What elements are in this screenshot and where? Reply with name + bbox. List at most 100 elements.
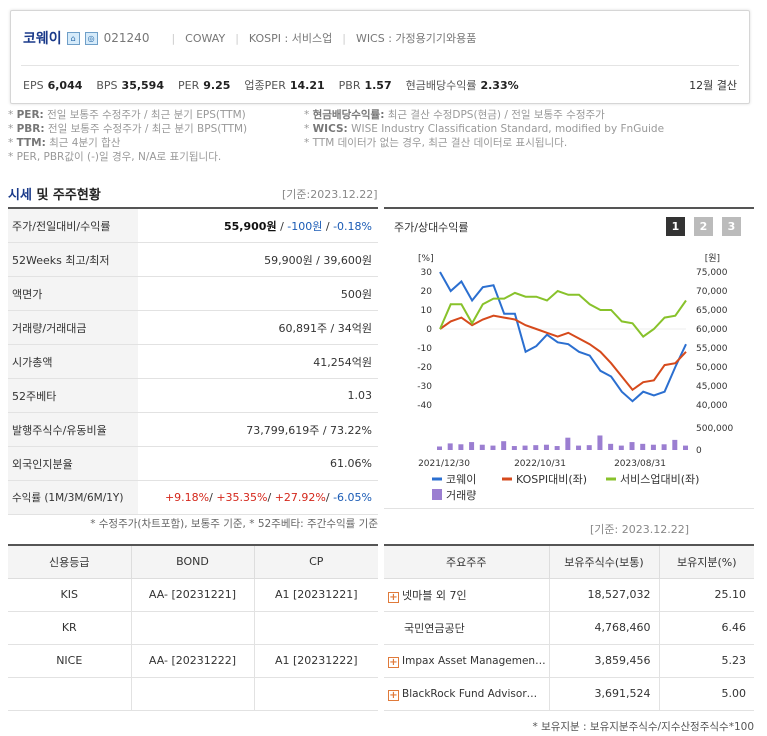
- shareholder-pct: 6.46: [658, 611, 754, 645]
- left-tick-label: 20: [421, 287, 433, 297]
- series-line-2: [439, 289, 687, 338]
- credit-header-rating: 신용등급: [8, 545, 131, 579]
- return-3m: +35.35%: [216, 491, 268, 504]
- volume-bar: [683, 445, 688, 450]
- expand-icon[interactable]: +: [388, 689, 399, 701]
- table-row: + Impax Asset Managemen… 3,859,456 5.23: [384, 644, 754, 678]
- quote-note: * 수정주가(차트포함), 보통주 기준, * 52주베타: 주간수익률 기준: [90, 518, 378, 530]
- right-tick-label: 60,000: [696, 325, 728, 335]
- volume-bar: [608, 443, 614, 450]
- volume-bar: [458, 444, 464, 450]
- volume-bar: [554, 446, 560, 450]
- quote-table: 주가/전일대비/수익률 55,900원 / -100원 / -0.18% 52W…: [8, 207, 378, 515]
- shareholder-name: 국민연금공단: [384, 611, 549, 645]
- shareholder-shares: 18,527,032: [548, 578, 659, 612]
- table-row: 액면가 500원: [8, 277, 378, 311]
- shareholder-name: + Impax Asset Managemen…: [384, 644, 549, 678]
- table-row: [8, 677, 378, 711]
- volume-tick-label: 500,000: [696, 424, 733, 434]
- chart-page-1-button[interactable]: 1: [666, 217, 685, 236]
- metric-bps-label: BPS: [96, 78, 118, 92]
- note-wics-key: WICS:: [312, 123, 348, 135]
- row-label: 외국인지분율: [8, 447, 138, 480]
- section-date: [기준:2023.12.22]: [282, 188, 378, 201]
- volume-bar: [490, 445, 496, 450]
- right-axis-unit: [원]: [705, 253, 720, 264]
- market-info: KOSPI : 서비스업: [248, 32, 333, 45]
- divider: |: [171, 31, 176, 45]
- volume-bar: [586, 445, 592, 450]
- volume-tick-label: 0: [696, 446, 702, 456]
- metric-eps-value: 6,044: [47, 78, 83, 92]
- divider: |: [342, 31, 346, 45]
- credit-bond: AA- [20231221]: [130, 578, 254, 612]
- legend-label: 코웨이: [446, 473, 476, 486]
- volume-bar: [447, 443, 453, 450]
- left-tick-label: -10: [417, 344, 432, 354]
- table-row: 주가/전일대비/수익률 55,900원 / -100원 / -0.18%: [8, 209, 378, 243]
- price-change: -100원: [287, 219, 323, 233]
- left-tick-label: -30: [417, 382, 432, 392]
- share-header-pct: 보유지분(%): [658, 545, 754, 579]
- shareholder-shares: 4,768,460: [548, 611, 659, 645]
- credit-agency: KIS: [8, 578, 131, 612]
- credit-bond: [130, 677, 254, 711]
- metric-notes: * PER: 전일 보통주 수정주가 / 최근 분기 EPS(TTM) * 현금…: [8, 109, 665, 163]
- metric-per-value: 9.25: [203, 78, 231, 92]
- ir-icon[interactable]: ◎: [84, 31, 98, 45]
- expand-icon[interactable]: +: [388, 656, 399, 668]
- row-label: 거래량/거래대금: [8, 311, 138, 344]
- expand-icon[interactable]: +: [388, 591, 399, 603]
- section-title-blue: 시세: [8, 188, 32, 203]
- shareholder-name: + BlackRock Fund Advisor…: [384, 677, 549, 711]
- shareholder-shares: 3,691,524: [548, 677, 659, 711]
- volume-bar: [672, 439, 678, 450]
- home-icon[interactable]: ⌂: [66, 31, 80, 45]
- volume-bar: [522, 445, 528, 450]
- shareholder-name-text: Impax Asset Managemen…: [402, 654, 546, 667]
- x-tick-label: 2023/08/31: [614, 459, 666, 469]
- table-row: KR: [8, 611, 378, 645]
- metric-dividend-label: 현금배당수익률: [405, 79, 477, 92]
- right-tick-label: 65,000: [696, 306, 728, 316]
- right-tick-label: 70,000: [696, 287, 728, 297]
- note-div: 최근 결산 수정DPS(현금) / 전일 보통주 수정주가: [384, 109, 605, 121]
- header-divider: [21, 65, 739, 66]
- credit-cp: [253, 611, 378, 645]
- shareholder-pct: 25.10: [658, 578, 754, 612]
- shareholder-pct: 5.23: [658, 644, 754, 678]
- volume-bar: [618, 445, 624, 450]
- shareholder-name-text: 넷마블 외 7인: [402, 588, 467, 602]
- volume-bar: [533, 445, 539, 450]
- volume-bar: [511, 446, 517, 450]
- shareholder-name-text: BlackRock Fund Advisor…: [402, 687, 538, 700]
- metric-industry-per-label: 업종PER: [244, 79, 286, 92]
- chart-page-2-button[interactable]: 2: [694, 217, 713, 236]
- shareholder-pct: 5.00: [658, 677, 754, 711]
- chart-page-3-button[interactable]: 3: [722, 217, 741, 236]
- volume-bar: [640, 443, 646, 450]
- table-row: NICE AA- [20231222] A1 [20231222]: [8, 644, 378, 678]
- row-label: 수익률 (1M/3M/6M/1Y): [8, 481, 138, 514]
- note-div-key: 현금배당수익률:: [312, 109, 385, 121]
- row-label: 시가총액: [8, 345, 138, 378]
- table-row: 52Weeks 최고/최저 59,900원 / 39,600원: [8, 243, 378, 277]
- table-row: 시가총액 41,254억원: [8, 345, 378, 379]
- note-na: * PER, PBR값이 (-)일 경우, N/A로 표기됩니다.: [8, 151, 222, 163]
- legend-label: KOSPI대비(좌): [516, 473, 587, 486]
- price-value: 55,900원 / -100원 / -0.18%: [224, 219, 372, 233]
- right-tick-label: 40,000: [696, 401, 728, 411]
- note-wics: WISE Industry Classification Standard, m…: [347, 123, 665, 135]
- share-header-shares: 보유주식수(보통): [548, 545, 659, 579]
- return-6m: +27.92%: [274, 491, 326, 504]
- table-row: 외국인지분율 61.06%: [8, 447, 378, 481]
- note-ttm-missing: * TTM 데이터가 없는 경우, 최근 결산 데이터로 표시됩니다.: [304, 137, 568, 149]
- divider: |: [235, 31, 239, 45]
- volume-bar: [479, 444, 485, 450]
- shareholders-table: 주요주주 보유주식수(보통) 보유지분(%) + 넷마블 외 7인 18,527,…: [384, 544, 754, 711]
- share-header-name: 주요주주: [384, 545, 549, 579]
- fiscal-month: 12월 결산: [689, 79, 737, 92]
- metric-pbr-label: PBR: [338, 78, 361, 92]
- note-per: 전일 보통주 수정주가 / 최근 분기 EPS(TTM): [43, 109, 246, 121]
- volume-bar: [597, 435, 603, 450]
